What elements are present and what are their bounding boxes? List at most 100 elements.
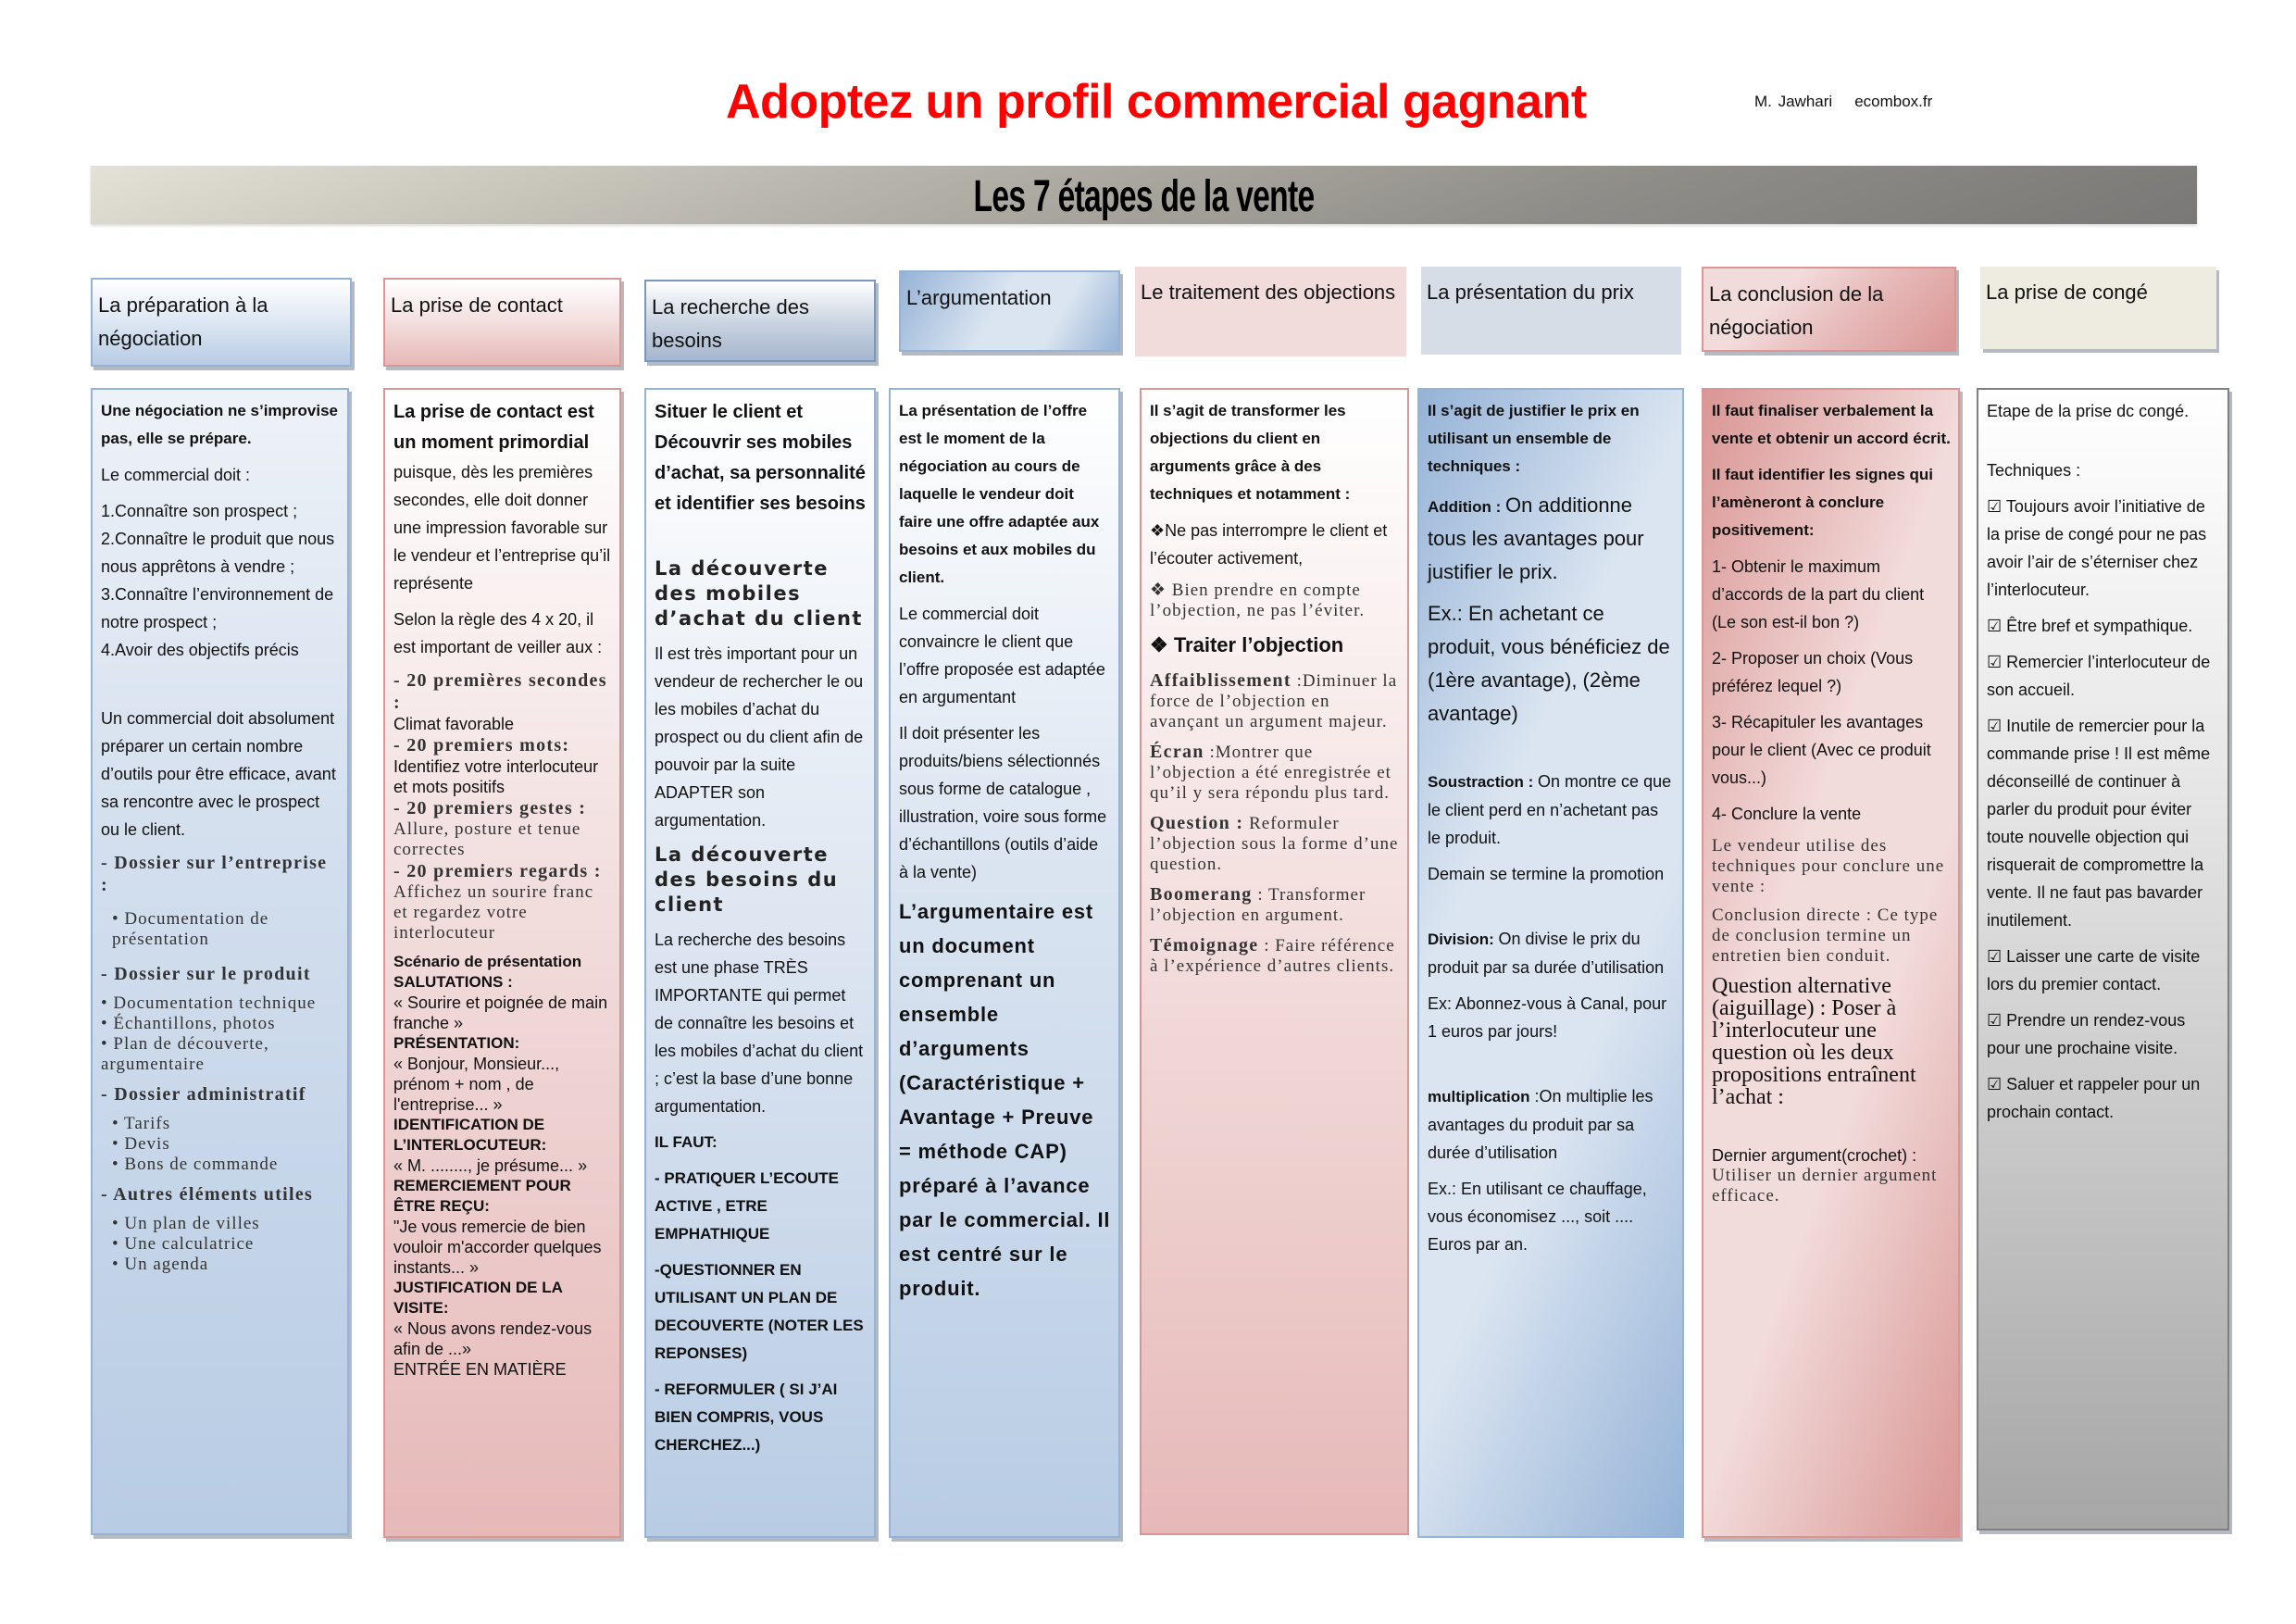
text-run: Utiliser un dernier argument efficace.	[1712, 1166, 1938, 1206]
text-run: Climat favorable	[393, 715, 515, 733]
step-body-conclusion: Il faut finaliser verbalement la vente e…	[1702, 388, 1960, 1538]
text-run: Il s’agit de justifier le prix en utilis…	[1428, 402, 1640, 475]
text-run: ☑ Inutile de remercier pour la commande …	[1987, 717, 2211, 930]
text-run: - Autres éléments utiles	[101, 1184, 314, 1205]
text-run: • Tarifs • Devis • Bons de commande	[112, 1114, 279, 1174]
text-block: ☑ Toujours avoir l’initiative de la pris…	[1987, 493, 2220, 604]
text-run: Il faut finaliser verbalement la vente e…	[1712, 402, 1951, 447]
text-run: Ex.: En utilisant ce chauffage, vous éco…	[1428, 1180, 1647, 1254]
step-body-preparation: Une négociation ne s’improvise pas, elle…	[91, 388, 349, 1535]
text-run: Écran	[1150, 742, 1204, 762]
text-block: « Nous avons rendez-vous afin de ...»	[393, 1318, 612, 1359]
text-block: - Dossier sur l’entreprise :	[101, 852, 340, 896]
text-block: ❖ Bien prendre en compte l’objection, ne…	[1150, 581, 1400, 621]
text-run: « Bonjour, Monsieur..., prénom + nom , d…	[393, 1055, 560, 1114]
text-block: Il doit présenter les produits/biens sél…	[899, 719, 1111, 886]
text-block: La découverte des besoins du client	[655, 843, 867, 918]
text-block: Une négociation ne s’improvise pas, elle…	[101, 397, 340, 453]
step-body-prise-de-conge: Etape de la prise dc congé. Techniques : ☑…	[1977, 388, 2229, 1530]
text-block: Question alternative (aiguillage) : Pose…	[1712, 975, 1951, 1108]
text-block: - REFORMULER ( SI J’AI BIEN COMPRIS, VOU…	[655, 1376, 867, 1459]
text-run: : Faire référence à l’expérience d’autre…	[1150, 936, 1395, 976]
step-body-prise-de-contact: La prise de contact est un moment primor…	[383, 388, 621, 1538]
text-run: - Dossier administratif	[101, 1084, 306, 1105]
text-run: « M. ........, je présume... »	[393, 1156, 588, 1175]
text-run: 1- Obtenir le maximum d’accords de la pa…	[1712, 557, 1925, 631]
text-run: L’argumentaire est un document comprenan…	[899, 900, 1111, 1300]
text-block: Utiliser un dernier argument efficace.	[1712, 1166, 1951, 1206]
text-block: « Bonjour, Monsieur..., prénom + nom , d…	[393, 1054, 612, 1115]
author-site: ecombox.fr	[1854, 93, 1933, 110]
text-run: multiplication	[1428, 1088, 1530, 1106]
text-block: Il s’agit de justifier le prix en utilis…	[1428, 397, 1675, 481]
text-block: Il s’agit de transformer les objections …	[1150, 397, 1400, 508]
step-body-traitement-objections: Il s’agit de transformer les objections …	[1140, 388, 1409, 1535]
step-header-preparation: La préparation à la négociation	[91, 278, 352, 367]
banner-title: Les 7 étapes de la vente	[973, 172, 1316, 221]
text-block: ENTRÉE EN MATIÈRE	[393, 1359, 612, 1380]
text-run: Addition :	[1428, 498, 1506, 516]
text-run: • Un plan de villes • Une calculatrice •…	[112, 1214, 260, 1274]
text-run: On montre ce que le client perd en n’ach…	[1428, 772, 1672, 847]
author-credit: M. Jawhari ecombox.fr	[1754, 93, 1932, 111]
text-run: 3- Récapituler les avantages pour le cli…	[1712, 713, 1931, 787]
text-run: Etape de la prise dc congé.	[1987, 402, 2190, 420]
text-run: Conclusion directe : Ce type de conclusi…	[1712, 906, 1939, 966]
text-block: Il est très important pour un vendeur de…	[655, 640, 867, 834]
text-run: ☑ Laisser une carte de visite lors du pr…	[1987, 947, 2201, 993]
step-header-argumentation: L’argumentation	[899, 270, 1120, 352]
text-block: ☑ Laisser une carte de visite lors du pr…	[1987, 943, 2220, 998]
text-block: - Dossier administratif	[101, 1083, 340, 1106]
text-run: Le vendeur utilise des techniques pour c…	[1712, 836, 1945, 896]
text-block: Le vendeur utilise des techniques pour c…	[1712, 836, 1951, 897]
text-run: Il faut identifier les signes qui l’amèn…	[1712, 466, 1933, 539]
text-run: Reformuler l’objection sous la forme d’u…	[1150, 814, 1399, 874]
text-run: ❖ Traiter l’objection	[1150, 633, 1344, 656]
text-block: • Documentation technique • Échantillons…	[101, 993, 340, 1075]
text-block: • Tarifs • Devis • Bons de commande	[101, 1114, 340, 1175]
text-run: ☑ Toujours avoir l’initiative de la pris…	[1987, 497, 2207, 599]
text-block: 3- Récapituler les avantages pour le cli…	[1712, 708, 1951, 792]
text-block: ☑ Saluer et rappeler pour un prochain co…	[1987, 1070, 2220, 1126]
text-block: Écran :Montrer que l’objection a été enr…	[1150, 741, 1400, 804]
text-block: Situer le client et Découvrir ses mobile…	[655, 397, 867, 519]
text-run: Le commercial doit :	[101, 466, 251, 484]
text-block: Climat favorable	[393, 714, 612, 734]
text-run: Question alternative (aiguillage) : Pose…	[1712, 974, 1916, 1109]
text-block: Addition : On additionne tous les avanta…	[1428, 489, 1675, 589]
text-block: Selon la règle des 4 x 20, il est import…	[393, 606, 612, 661]
text-run: Boomerang	[1150, 884, 1253, 905]
text-run: - REFORMULER ( SI J’AI BIEN COMPRIS, VOU…	[655, 1380, 838, 1454]
text-run: Dernier argument(crochet) :	[1712, 1146, 1917, 1165]
text-run: "Je vous remercie de bien vouloir m'acco…	[393, 1218, 602, 1277]
text-block: ❖ Traiter l’objection	[1150, 630, 1400, 661]
text-run: puisque, dès les premières secondes, ell…	[393, 463, 611, 593]
text-run: -QUESTIONNER EN UTILISANT UN PLAN DE DEC…	[655, 1261, 864, 1362]
text-run: Ex.: En achetant ce produit, vous bénéfi…	[1428, 602, 1670, 725]
text-block: - PRATIQUER L’ECOUTE ACTIVE , ETRE EMPHA…	[655, 1165, 867, 1248]
text-run: REMERCIEMENT POUR ÊTRE REÇU:	[393, 1177, 571, 1215]
text-run: ❖Ne pas interrompre le client et l’écout…	[1150, 521, 1388, 568]
text-block: - Autres éléments utiles	[101, 1183, 340, 1206]
text-run: La recherche des besoins est une phase T…	[655, 931, 864, 1116]
text-block: La découverte des mobiles d’achat du cli…	[655, 556, 867, 631]
text-block: Scénario de présentation SALUTATIONS :	[393, 952, 612, 993]
text-run: Techniques :	[1987, 461, 2081, 480]
text-block: Il faut identifier les signes qui l’amèn…	[1712, 461, 1951, 544]
text-run: :Montrer que l’objection a été enregistr…	[1150, 743, 1391, 803]
text-block: 1- Obtenir le maximum d’accords de la pa…	[1712, 553, 1951, 636]
text-block: Le commercial doit convaincre le client …	[899, 600, 1111, 711]
text-block: "Je vous remercie de bien vouloir m'acco…	[393, 1217, 612, 1278]
text-block: puisque, dès les premières secondes, ell…	[393, 458, 612, 597]
text-run: « Sourire et poignée de main franche »	[393, 993, 608, 1032]
text-block: 4- Conclure la vente	[1712, 800, 1951, 828]
text-run: ☑ Prendre un rendez-vous pour une procha…	[1987, 1011, 2186, 1057]
text-block: Division: On divise le prix du produit p…	[1428, 925, 1675, 981]
text-run: ENTRÉE EN MATIÈRE	[393, 1360, 567, 1379]
step-header-conclusion: La conclusion de la négociation	[1702, 267, 1956, 352]
text-run: - Dossier sur l’entreprise :	[101, 853, 328, 895]
text-run: - 20 premiers regards :	[393, 861, 602, 881]
text-block: « Sourire et poignée de main franche »	[393, 993, 612, 1033]
text-run: IDENTIFICATION DE L’INTERLOCUTEUR:	[393, 1116, 547, 1154]
text-block: « M. ........, je présume... »	[393, 1156, 612, 1176]
